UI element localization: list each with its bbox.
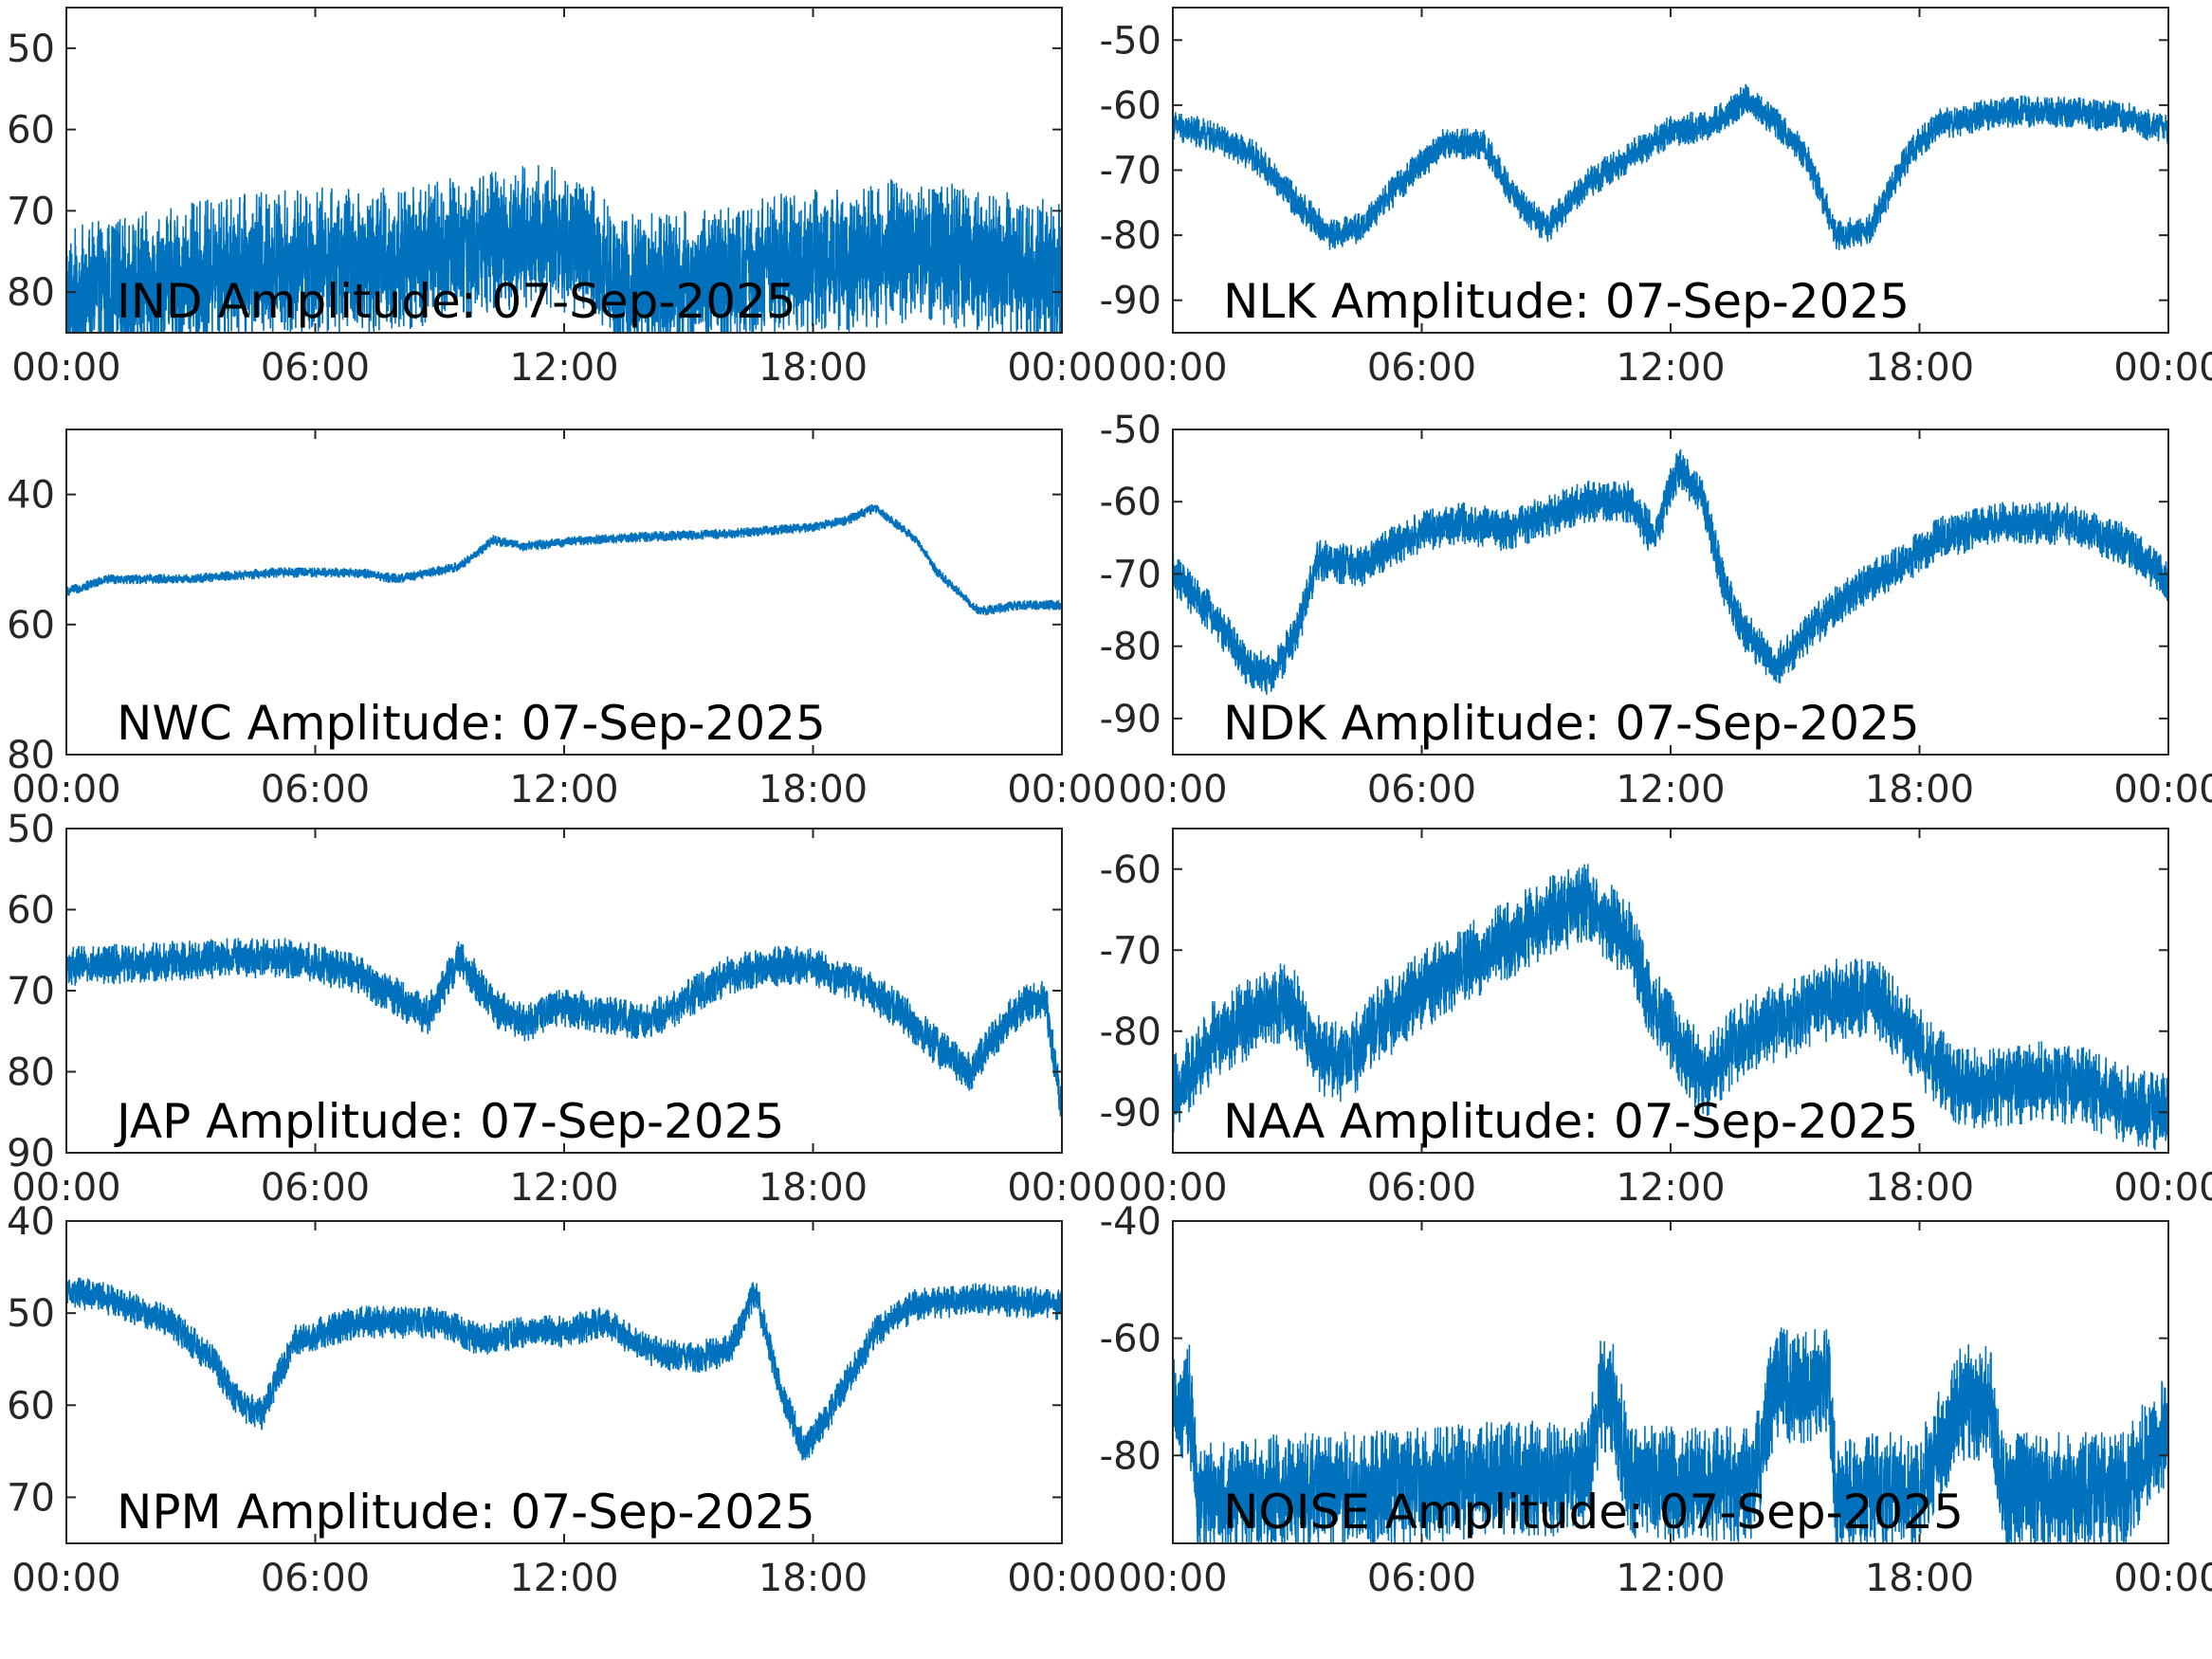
x-tick-label: 18:00 xyxy=(759,768,868,811)
y-tick-label: -90 xyxy=(1100,698,1161,741)
x-tick-label: 06:00 xyxy=(1367,1557,1476,1600)
panel-title: NPM Amplitude: 07-Sep-2025 xyxy=(117,1485,815,1540)
x-tick-label: 18:00 xyxy=(1865,346,1974,390)
x-tick-label: 00:00 xyxy=(2113,346,2212,390)
panel-4: -50 -60 -70 -80 -90 00:00 06:00 12:00 18:00 00:00… xyxy=(1100,409,2212,811)
y-tick-label: -70 xyxy=(1100,553,1161,596)
y-tick-label: -50 xyxy=(1100,409,1161,452)
x-tick-label: 00:00 xyxy=(1007,768,1116,811)
panel-7: 40 50 60 70 00:00 06:00 12:00 18:00 00:00 NPM Amp… xyxy=(7,1200,1117,1600)
y-tick-label: 40 xyxy=(7,474,55,518)
y-tick-label: 40 xyxy=(7,1200,55,1244)
y-tick-label: 80 xyxy=(7,734,55,777)
series-line xyxy=(66,1275,1062,1461)
x-tick-label: 00:00 xyxy=(11,1557,120,1600)
y-tick-label: -80 xyxy=(1100,1011,1161,1054)
y-tick-label: 60 xyxy=(7,1384,55,1428)
x-tick-label: 06:00 xyxy=(1367,768,1476,811)
y-tick-label: 70 xyxy=(7,190,55,233)
y-tick-label: -90 xyxy=(1100,1091,1161,1135)
panel-title: IND Amplitude: 07-Sep-2025 xyxy=(117,274,796,329)
y-tick-label: -90 xyxy=(1100,280,1161,323)
x-tick-label: 12:00 xyxy=(509,1557,618,1600)
x-tick-label: 18:00 xyxy=(1865,1166,1974,1210)
x-tick-label: 18:00 xyxy=(759,1166,868,1210)
y-tick-label: -50 xyxy=(1100,19,1161,63)
series-line xyxy=(66,938,1062,1122)
x-tick-label: 00:00 xyxy=(1118,346,1227,390)
x-tick-label: 06:00 xyxy=(261,346,370,390)
y-tick-label: -70 xyxy=(1100,929,1161,973)
x-tick-label: 00:00 xyxy=(1118,1166,1227,1210)
x-tick-label: 00:00 xyxy=(11,346,120,390)
x-tick-label: 00:00 xyxy=(1118,768,1227,811)
x-tick-label: 06:00 xyxy=(261,1166,370,1210)
y-tick-label: 70 xyxy=(7,1476,55,1520)
y-tick-label: 70 xyxy=(7,970,55,1013)
y-tick-label: -80 xyxy=(1100,626,1161,669)
panel-title: NAA Amplitude: 07-Sep-2025 xyxy=(1223,1094,1918,1149)
panel-title: NDK Amplitude: 07-Sep-2025 xyxy=(1223,696,1920,751)
x-tick-label: 06:00 xyxy=(261,768,370,811)
y-tick-label: 50 xyxy=(7,27,55,71)
series-line xyxy=(66,165,1062,333)
y-tick-label: -80 xyxy=(1100,1434,1161,1478)
x-tick-label: 00:00 xyxy=(1007,346,1116,390)
panel-title: NWC Amplitude: 07-Sep-2025 xyxy=(117,696,826,751)
x-tick-label: 12:00 xyxy=(509,768,618,811)
y-tick-label: 80 xyxy=(7,1051,55,1095)
x-tick-label: 18:00 xyxy=(759,1557,868,1600)
y-tick-label: 80 xyxy=(7,271,55,315)
y-tick-label: 60 xyxy=(7,604,55,647)
series-line xyxy=(1173,83,2168,250)
panel-8: -40 -60 -80 00:00 06:00 12:00 18:00 00:00 NOISE … xyxy=(1100,1200,2212,1600)
series-line xyxy=(1173,864,2168,1151)
y-tick-label: 50 xyxy=(7,1292,55,1336)
series-line xyxy=(66,503,1062,616)
x-tick-label: 06:00 xyxy=(1367,346,1476,390)
panel-title: JAP Amplitude: 07-Sep-2025 xyxy=(114,1094,784,1149)
y-tick-label: 60 xyxy=(7,109,55,153)
x-tick-label: 18:00 xyxy=(759,346,868,390)
x-tick-label: 00:00 xyxy=(2113,768,2212,811)
panel-title: NOISE Amplitude: 07-Sep-2025 xyxy=(1223,1485,1964,1540)
x-tick-label: 00:00 xyxy=(1007,1166,1116,1210)
series-line xyxy=(1173,1327,2168,1543)
y-tick-label: -60 xyxy=(1100,481,1161,524)
series-line xyxy=(1173,448,2168,695)
y-tick-label: 90 xyxy=(7,1132,55,1176)
x-tick-label: 12:00 xyxy=(509,1166,618,1210)
y-tick-label: -60 xyxy=(1100,84,1161,128)
x-tick-label: 18:00 xyxy=(1865,1557,1974,1600)
x-tick-label: 00:00 xyxy=(1007,1557,1116,1600)
y-tick-label: 50 xyxy=(7,808,55,851)
y-tick-label: -60 xyxy=(1100,1318,1161,1361)
y-tick-label: -40 xyxy=(1100,1200,1161,1244)
x-tick-label: 12:00 xyxy=(1616,346,1725,390)
x-tick-label: 00:00 xyxy=(2113,1557,2212,1600)
y-tick-label: -70 xyxy=(1100,150,1161,193)
y-tick-label: 60 xyxy=(7,889,55,933)
x-tick-label: 12:00 xyxy=(1616,1557,1725,1600)
x-tick-label: 00:00 xyxy=(11,768,120,811)
panel-2: -50 -60 -70 -80 -90 00:00 06:00 12:00 18:00 00:00… xyxy=(1100,7,2212,390)
x-tick-label: 06:00 xyxy=(1367,1166,1476,1210)
x-tick-label: 12:00 xyxy=(1616,1166,1725,1210)
x-tick-label: 12:00 xyxy=(509,346,618,390)
y-tick-label: -80 xyxy=(1100,214,1161,258)
x-tick-label: 12:00 xyxy=(1616,768,1725,811)
x-tick-label: 06:00 xyxy=(261,1557,370,1600)
y-tick-label: -60 xyxy=(1100,848,1161,892)
x-tick-label: 00:00 xyxy=(1118,1557,1227,1600)
panel-title: NLK Amplitude: 07-Sep-2025 xyxy=(1223,274,1910,329)
x-tick-label: 18:00 xyxy=(1865,768,1974,811)
panel-6: -60 -70 -80 -90 00:00 06:00 12:00 18:00 00:00 NAA… xyxy=(1100,828,2212,1210)
panel-1: 50 60 70 80 00:00 06:00 12:00 18:00 00:00 IND Amp… xyxy=(7,7,1117,390)
x-tick-label: 00:00 xyxy=(2113,1166,2212,1210)
x-tick-label: 00:00 xyxy=(11,1166,120,1210)
